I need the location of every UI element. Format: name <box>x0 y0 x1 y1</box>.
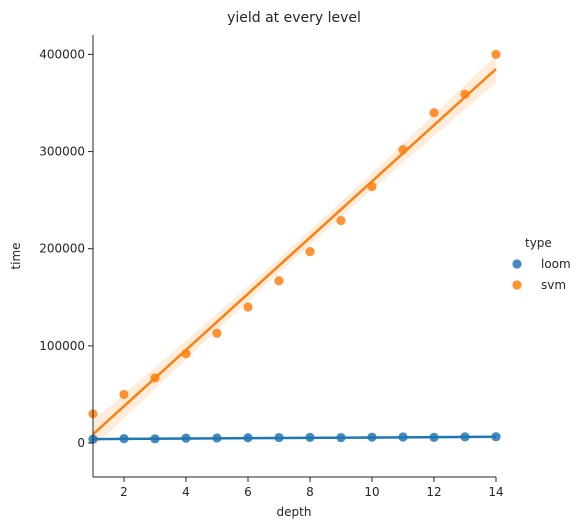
axes: 2 4 6 8 10 12 14 0 100000 200000 300000 400000 <box>39 35 504 499</box>
y-axis-label: time <box>9 242 23 269</box>
regression-line-loom <box>92 435 497 441</box>
x-tick-label: 2 <box>120 485 128 499</box>
data-point-loom <box>119 434 129 444</box>
x-tick-label: 14 <box>488 485 503 499</box>
y-tick-label: 300000 <box>39 145 85 159</box>
data-point-svm <box>336 215 346 226</box>
y-tick-label: 100000 <box>39 339 85 353</box>
data-point-loom <box>367 432 377 442</box>
data-point-loom <box>491 432 501 442</box>
x-axis-label: depth <box>277 505 312 519</box>
x-tick-label: 10 <box>364 485 379 499</box>
data-point-loom <box>150 434 160 444</box>
chart-title: yield at every level <box>227 10 361 26</box>
x-tick-label: 6 <box>244 485 252 499</box>
data-point-svm <box>305 247 315 257</box>
y-tick-label: 400000 <box>39 47 85 61</box>
data-point-svm <box>429 108 439 118</box>
x-tick-label: 12 <box>426 485 441 499</box>
legend: type loom svm <box>512 236 571 292</box>
legend-marker-svm <box>512 280 522 290</box>
data-point-svm <box>491 49 501 60</box>
data-point-loom <box>274 432 284 443</box>
x-tick-label: 4 <box>182 485 190 499</box>
legend-label-loom: loom <box>541 257 571 271</box>
data-point-svm <box>274 276 284 286</box>
data-point-loom <box>398 432 408 442</box>
data-point-loom <box>336 432 346 443</box>
data-point-svm <box>181 349 191 359</box>
data-point-svm <box>398 145 408 155</box>
data-point-svm <box>150 373 160 383</box>
data-point-loom <box>460 432 470 442</box>
scatter-points <box>88 49 501 444</box>
legend-label-svm: svm <box>541 278 566 292</box>
legend-title: type <box>525 236 552 250</box>
data-point-loom <box>212 433 222 443</box>
data-point-svm <box>460 89 470 99</box>
x-tick-label: 8 <box>306 485 314 499</box>
data-point-loom <box>243 433 253 443</box>
data-point-svm <box>243 302 253 312</box>
data-point-loom <box>429 432 439 442</box>
data-point-svm <box>119 389 129 400</box>
y-tick-label: 0 <box>77 436 85 450</box>
legend-marker-loom <box>512 259 522 269</box>
y-tick-label: 200000 <box>39 242 85 256</box>
regression-lines <box>92 68 497 441</box>
data-point-loom <box>181 433 191 443</box>
data-point-loom <box>305 432 315 442</box>
data-point-svm <box>212 328 222 338</box>
data-point-svm <box>367 181 377 192</box>
regression-line-svm <box>92 68 497 436</box>
